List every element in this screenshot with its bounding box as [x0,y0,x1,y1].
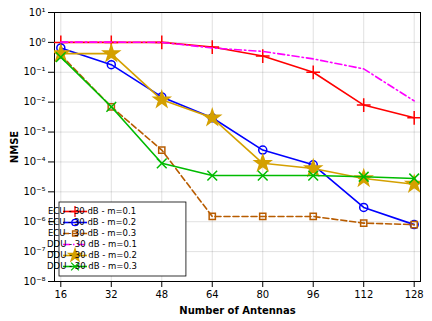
svg-text:10⁻⁴: 10⁻⁴ [23,156,45,167]
svg-text:48: 48 [155,289,168,300]
svg-text:10⁻²: 10⁻² [23,96,45,107]
svg-text:16: 16 [54,289,67,300]
svg-text:32: 32 [105,289,118,300]
svg-text:80: 80 [256,289,269,300]
svg-text:ECU - 30 dB - m=0.1: ECU - 30 dB - m=0.1 [48,206,136,216]
svg-text:10⁻⁶: 10⁻⁶ [23,216,45,227]
svg-text:10⁻⁵: 10⁻⁵ [23,186,45,197]
svg-text:Number of Antennas: Number of Antennas [179,305,295,316]
svg-text:10¹: 10¹ [29,7,46,18]
svg-text:10⁻⁷: 10⁻⁷ [23,246,45,257]
svg-text:10⁻⁸: 10⁻⁸ [23,276,45,287]
svg-text:ECU - 30 dB - m=0.2: ECU - 30 dB - m=0.2 [48,217,136,227]
svg-text:112: 112 [354,289,373,300]
svg-text:DDU - 30 dB - m=0.3: DDU - 30 dB - m=0.3 [47,261,137,271]
svg-text:DDU - 30 dB - m=0.1: DDU - 30 dB - m=0.1 [47,239,137,249]
svg-text:DDU - 30 dB - m=0.2: DDU - 30 dB - m=0.2 [47,250,137,260]
svg-text:64: 64 [206,289,219,300]
svg-text:96: 96 [307,289,320,300]
svg-text:10⁻¹: 10⁻¹ [23,66,45,77]
svg-text:NMSE: NMSE [9,131,20,164]
svg-text:128: 128 [405,289,424,300]
svg-text:10⁰: 10⁰ [29,37,46,48]
svg-text:ECU - 30 dB - m=0.3: ECU - 30 dB - m=0.3 [48,228,136,238]
svg-text:10⁻³: 10⁻³ [23,126,45,137]
